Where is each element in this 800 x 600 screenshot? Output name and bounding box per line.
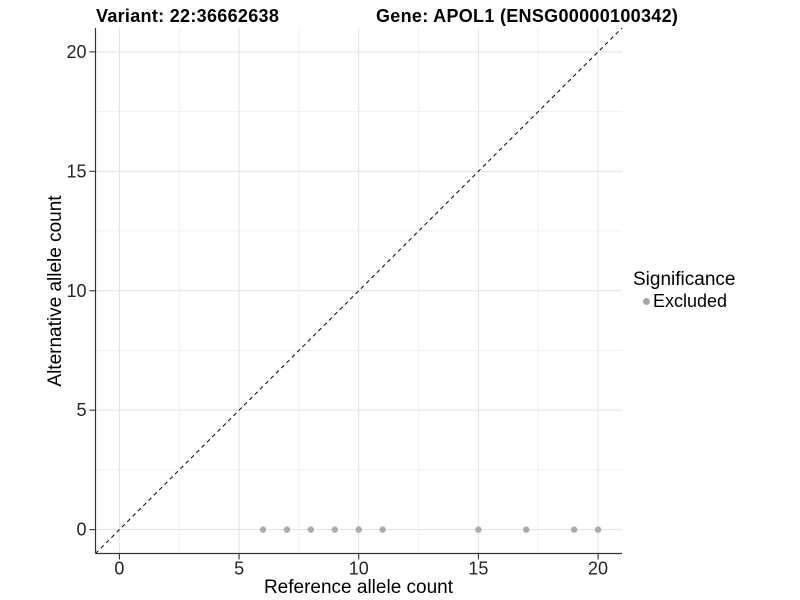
y-tick-label: 0: [76, 520, 86, 540]
data-point: [331, 526, 339, 533]
plot-title-gene: Gene: APOL1 (ENSG00000100342): [376, 6, 679, 26]
data-point: [523, 526, 530, 533]
data-point: [594, 526, 602, 533]
y-tick-label: 20: [66, 42, 86, 62]
legend: Significance Excluded: [633, 269, 735, 311]
data-point: [475, 526, 482, 533]
legend-point-icon: [643, 297, 650, 305]
identity-reference-line: [95, 27, 623, 554]
data-point: [355, 526, 362, 533]
data-point: [307, 526, 315, 533]
legend-title: Significance: [633, 269, 736, 290]
plot-title-variant: Variant: 22:36662638: [96, 6, 280, 26]
x-tick-label: 20: [588, 559, 608, 579]
x-tick-label: 5: [234, 559, 244, 579]
y-tick-label: 15: [66, 161, 86, 181]
data-point: [283, 526, 291, 533]
x-axis-title: Reference allele count: [263, 577, 454, 598]
y-tick-label: 5: [76, 400, 86, 420]
y-axis-title: Alternative allele count: [45, 195, 66, 387]
data-point: [570, 526, 578, 533]
data-point: [259, 526, 267, 533]
legend-item-excluded: Excluded: [633, 291, 735, 311]
x-tick-label: 10: [349, 559, 369, 579]
legend-item-label: Excluded: [653, 290, 728, 311]
x-tick-label: 0: [114, 559, 124, 579]
y-tick-label: 10: [66, 281, 86, 301]
data-point: [379, 526, 386, 533]
x-tick-label: 15: [468, 559, 488, 579]
